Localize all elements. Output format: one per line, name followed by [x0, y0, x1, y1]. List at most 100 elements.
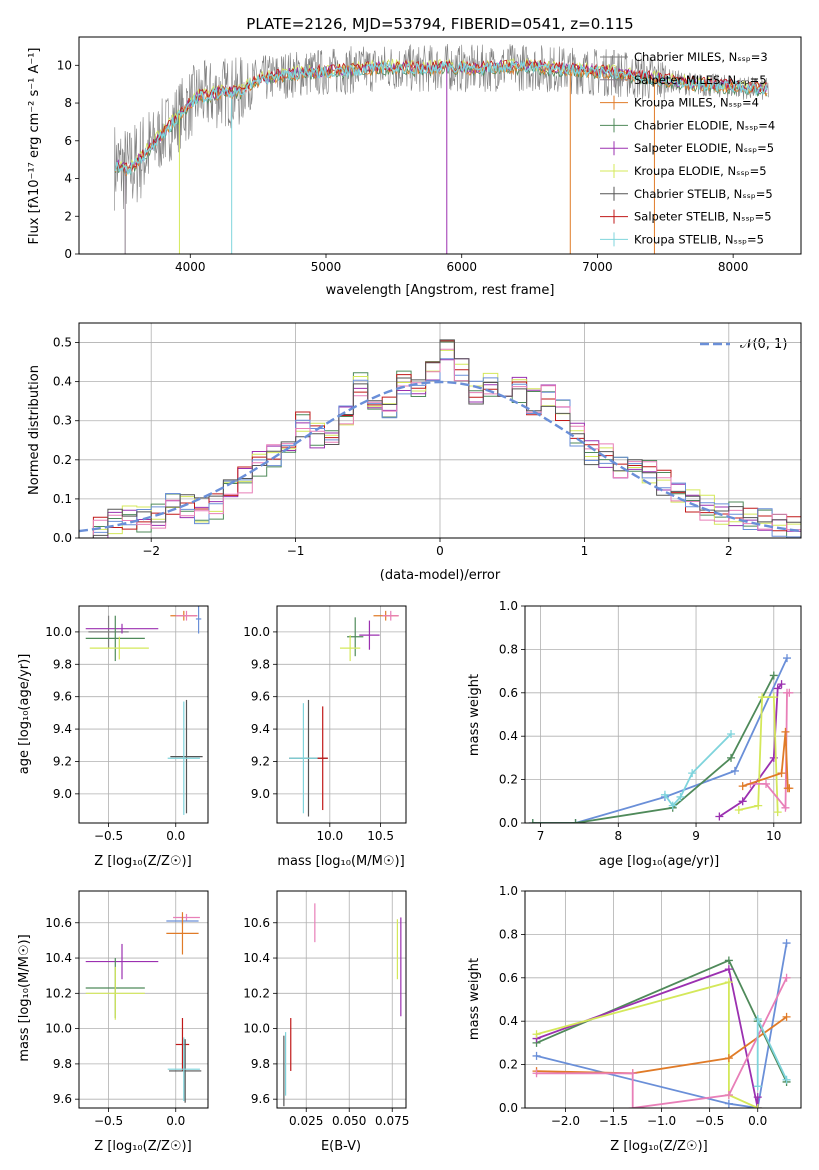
- age-z-ytick-label: 9.8: [53, 657, 72, 671]
- residuals-gauss-line: [79, 380, 801, 533]
- mw-age-xtick-label: 8: [614, 829, 622, 843]
- mw-age-marker: [773, 684, 782, 693]
- mw-z-marker: [724, 956, 733, 965]
- residuals-xtick-label: 1: [581, 544, 589, 558]
- mass-ebv-xtick-label: 0.050: [332, 1114, 366, 1128]
- age-mass-ytick-label: 9.6: [251, 690, 270, 704]
- age-z-plot: [85, 606, 203, 815]
- mw-z-marker: [724, 1054, 733, 1063]
- age-mass-axes: 10.0 10.5 9.0 9.2 9.4 9.6 9.8 10.0: [243, 605, 407, 843]
- spectrum-xtick-label: 4000: [175, 260, 206, 274]
- residuals-legend-label: 𝒩(0, 1): [740, 337, 787, 352]
- mw-z-frame: [524, 890, 802, 1109]
- mw-age-marker: [785, 784, 794, 793]
- mass-z-ytick-label: 10.2: [45, 986, 72, 1000]
- residuals-plot: [79, 339, 801, 538]
- residuals-ytick-label: 0.4: [53, 375, 72, 389]
- mw-age-ytick-label: 1.0: [499, 599, 518, 613]
- spectrum-xtick-label: 6000: [446, 260, 477, 274]
- residuals-xlabel: (data-model)/error: [380, 568, 501, 583]
- mass-z-xtick-label: 0.0: [166, 1114, 185, 1128]
- spectrum-title: PLATE=2126, MJD=53794, FIBERID=0541, z=0…: [246, 15, 633, 33]
- spectrum-data-line: [114, 43, 769, 211]
- residuals-ytick-label: 0.2: [53, 453, 72, 467]
- mass-ebv-ytick-label: 10.0: [243, 1022, 270, 1036]
- mw-age-marker: [785, 688, 794, 697]
- spectrum-legend-label: Chabrier ELODIE, Nₛₛₚ=4: [634, 118, 775, 132]
- mw-z-marker: [753, 1015, 762, 1024]
- residuals-ytick-label: 0.5: [53, 336, 72, 350]
- mw-age-ytick-label: 0.6: [499, 686, 518, 700]
- mw-age-series-line: [738, 696, 779, 813]
- mw-age-marker: [571, 819, 580, 823]
- age-z-ytick-label: 9.2: [53, 754, 72, 768]
- spectrum-ytick-label: 2: [64, 209, 72, 223]
- residuals-ytick-label: 0.3: [53, 414, 72, 428]
- mw-z-marker: [782, 1012, 791, 1021]
- spectrum-ytick-label: 4: [64, 172, 72, 186]
- mw-z-xtick-label: −1.0: [647, 1114, 676, 1128]
- mw-age-ytick-label: 0.2: [499, 773, 518, 787]
- mw-age-marker: [668, 801, 677, 810]
- spectrum-legend-label: Salpeter STELIB, Nₛₛₚ=5: [634, 210, 772, 224]
- mw-age-axes: 7 8 9 10 0.0 0.2 0.4 0.6 0.8 1.0: [499, 599, 802, 843]
- mw-z-xtick-label: −1.5: [599, 1114, 628, 1128]
- mw-z-ytick-label: 0.4: [499, 1014, 518, 1028]
- spectrum-legend-label: Kroupa STELIB, Nₛₛₚ=5: [634, 232, 764, 246]
- age-mass-ytick-label: 9.4: [251, 722, 270, 736]
- mw-age-marker: [528, 819, 537, 823]
- mw-z-series-line: [536, 977, 788, 1108]
- spectrum-xtick-label: 7000: [582, 260, 613, 274]
- mass-ebv-ytick-label: 10.6: [243, 916, 270, 930]
- mw-age-series-line: [664, 733, 732, 808]
- mw-z-ytick-label: 0.2: [499, 1058, 518, 1072]
- age-mass-ytick-label: 9.8: [251, 657, 270, 671]
- spectrum-legend-label: Kroupa ELODIE, Nₛₛₚ=5: [634, 164, 767, 178]
- age-z-axes: −0.5 0.0 9.0 9.2 9.4 9.6 9.8 10.0: [45, 605, 209, 843]
- spectrum-xtick-label: 8000: [718, 260, 749, 274]
- mw-age-ylabel: mass weight: [467, 674, 482, 756]
- residuals-ytick-label: 0.0: [53, 531, 72, 545]
- mw-z-marker: [724, 1099, 733, 1108]
- mass-z-ytick-label: 9.8: [53, 1057, 72, 1071]
- mw-age-marker: [777, 680, 786, 689]
- mw-age-ytick-label: 0.4: [499, 729, 518, 743]
- mass-ebv-ytick-label: 9.8: [251, 1057, 270, 1071]
- spectrum-ytick-label: 0: [64, 247, 72, 261]
- mw-z-ylabel: mass weight: [467, 958, 482, 1040]
- mw-z-xtick-label: 0.0: [748, 1114, 767, 1128]
- mw-age-marker: [769, 671, 778, 680]
- mw-age-marker: [783, 654, 792, 663]
- mw-age-marker: [727, 753, 736, 762]
- mass-ebv-ytick-label: 9.6: [251, 1092, 270, 1106]
- mass-ebv-ytick-label: 10.4: [243, 951, 270, 965]
- mass-ebv-xtick-label: 0.025: [289, 1114, 323, 1128]
- spectrum-xlabel: wavelength [Angstrom, rest frame]: [326, 283, 555, 298]
- mass-z-xlabel: Z [log₁₀(Z/Z☉)]: [94, 1139, 191, 1154]
- mw-age-xtick-label: 10: [766, 829, 781, 843]
- mass-ebv-frame: [276, 890, 407, 1109]
- mass-z-axes: −0.5 0.0 9.6 9.8 10.0 10.2 10.4 10.6: [45, 890, 209, 1128]
- mw-age-ytick-label: 0.8: [499, 642, 518, 656]
- mass-z-plot: [85, 912, 202, 1103]
- spectrum-legend-label: Salpeter MILES, Nₛₛₚ=5: [634, 73, 767, 87]
- residuals-histogram: [79, 339, 801, 538]
- mw-z-marker: [753, 1093, 762, 1102]
- residuals-xtick-label: −1: [287, 544, 305, 558]
- mass-z-ytick-label: 9.6: [53, 1092, 72, 1106]
- spectrum-legend-label: Kroupa MILES, Nₛₛₚ=4: [634, 96, 759, 110]
- mw-age-marker: [777, 769, 786, 778]
- mw-age-marker: [676, 792, 685, 801]
- age-z-xtick-label: 0.0: [166, 829, 185, 843]
- mw-age-marker: [727, 730, 736, 739]
- spectrum-ytick-label: 8: [64, 96, 72, 110]
- mw-z-series-line: [536, 959, 788, 1083]
- mw-z-axes: −2.0 −1.5 −1.0 −0.5 0.0 0.0 0.2 0.4 0.6 0.8 1.0: [499, 884, 802, 1128]
- spectrum-legend-label: Chabrier STELIB, Nₛₛₚ=5: [634, 187, 773, 201]
- mw-z-marker: [782, 973, 791, 982]
- mw-z-marker: [782, 1075, 791, 1084]
- age-z-ytick-label: 9.0: [53, 787, 72, 801]
- mw-z-ytick-label: 0.8: [499, 927, 518, 941]
- mass-z-frame: [78, 890, 209, 1109]
